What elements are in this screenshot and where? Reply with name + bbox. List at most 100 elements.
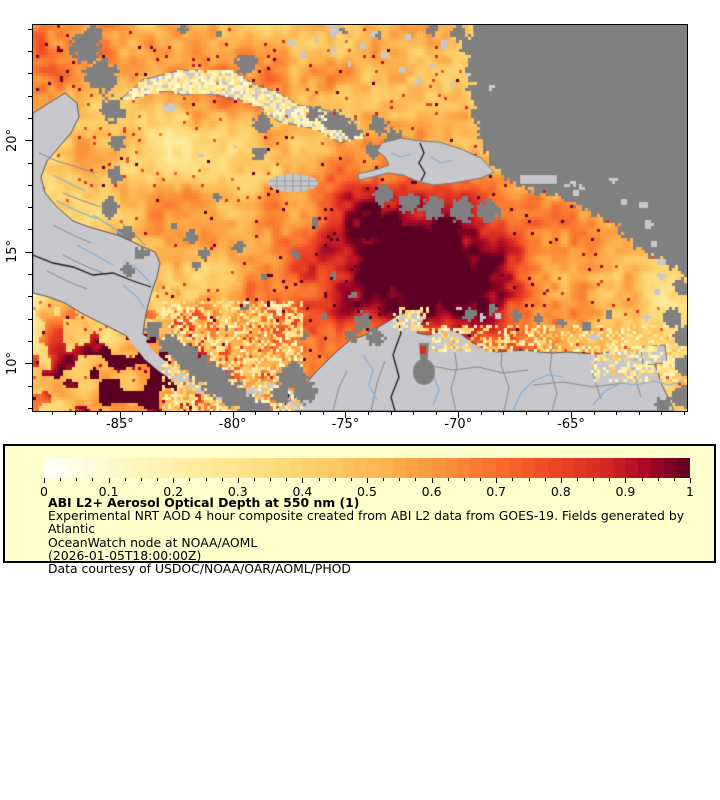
y-axis-tick-label: 10° <box>5 351 21 375</box>
colorbar-major-tick <box>431 478 433 483</box>
x-axis-major-tick <box>232 411 234 418</box>
y-axis-tick-label: 20° <box>5 128 21 152</box>
colorbar-minor-tick <box>253 478 255 481</box>
colorbar-block <box>599 458 613 478</box>
colorbar-tick-label: 0.7 <box>486 484 507 499</box>
colorbar-block <box>405 458 419 478</box>
x-axis-minor-tick <box>277 411 279 415</box>
colorbar-minor-tick <box>544 478 546 481</box>
colorbar-block <box>250 458 264 478</box>
colorbar-minor-tick <box>528 478 530 481</box>
x-axis-minor-tick <box>593 411 595 415</box>
colorbar-block <box>535 458 548 478</box>
legend-description-line1: Experimental NRT AOD 4 hour composite cr… <box>48 508 685 537</box>
colorbar-major-tick <box>690 478 691 483</box>
colorbar-block <box>302 458 316 478</box>
x-axis-minor-tick <box>683 411 685 415</box>
colorbar-block <box>496 458 510 478</box>
y-axis-minor-tick <box>28 407 32 409</box>
colorbar-block <box>134 458 148 478</box>
colorbar-major-tick <box>625 478 627 483</box>
colorbar-block <box>470 458 484 478</box>
aod-map-canvas <box>33 25 687 411</box>
legend-text-block: ABI L2+ Aerosol Optical Depth at 550 nm … <box>48 496 704 575</box>
colorbar-block <box>612 458 626 478</box>
legend-box: 0 0.1 0.2 0.3 0.4 0.5 0.6 0.7 0.8 0.9 1 ABI L2+ Ae… <box>3 444 716 575</box>
colorbar-tick-label: 0 <box>40 484 48 499</box>
colorbar-minor-tick <box>657 478 659 481</box>
colorbar-minor-tick <box>399 478 401 481</box>
y-axis-major-tick <box>25 251 32 253</box>
colorbar-tick-label: 0.6 <box>421 484 442 499</box>
colorbar-block <box>69 458 83 478</box>
y-axis-major-tick <box>25 140 32 142</box>
colorbar-block <box>560 458 574 478</box>
y-axis-minor-tick <box>28 296 32 298</box>
x-axis-minor-tick <box>142 411 144 415</box>
colorbar-minor-tick <box>270 478 272 481</box>
x-axis-major-tick <box>458 411 460 418</box>
y-axis-minor-tick <box>28 207 32 209</box>
colorbar-tick-label: 0.2 <box>163 484 184 499</box>
x-axis-tick-label: -85° <box>105 417 134 432</box>
colorbar-block <box>444 458 458 478</box>
x-axis-minor-tick <box>300 411 302 415</box>
colorbar-major-tick <box>237 478 239 483</box>
colorbar-minor-tick <box>334 478 336 481</box>
x-axis-minor-tick <box>368 411 370 415</box>
colorbar-minor-tick <box>92 478 94 481</box>
x-axis-minor-tick <box>322 411 324 415</box>
colorbar-minor-tick <box>609 478 611 481</box>
map-plot-area <box>32 24 688 412</box>
legend-description-line2: OceanWatch node at NOAA/AOML <box>48 534 258 550</box>
colorbar-tick-label: 0.8 <box>550 484 571 499</box>
x-axis-minor-tick <box>255 411 257 415</box>
colorbar-block <box>186 458 200 478</box>
colorbar-major-tick <box>173 478 175 483</box>
y-axis-minor-tick <box>28 184 32 186</box>
colorbar-block <box>483 458 497 478</box>
x-axis-minor-tick <box>74 411 76 415</box>
x-axis-minor-tick <box>638 411 640 415</box>
colorbar-block <box>509 458 523 478</box>
x-axis-tick-label: -70° <box>444 417 473 432</box>
colorbar-minor-tick <box>286 478 288 481</box>
y-axis-minor-tick <box>28 340 32 342</box>
colorbar-block <box>211 458 225 478</box>
colorbar-block <box>56 458 70 478</box>
colorbar-major-tick <box>560 478 562 483</box>
colorbar-block <box>160 458 174 478</box>
colorbar-tick-label: 0.3 <box>227 484 248 499</box>
y-axis-major-tick <box>25 363 32 365</box>
colorbar-block <box>44 458 57 478</box>
x-axis-major-tick <box>571 411 573 418</box>
colorbar-block <box>354 458 368 478</box>
x-axis-minor-tick <box>413 411 415 415</box>
y-axis-minor-tick <box>28 117 32 119</box>
colorbar-minor-tick <box>76 478 78 481</box>
colorbar-block <box>108 458 122 478</box>
colorbar-block <box>121 458 135 478</box>
colorbar-block <box>173 458 187 478</box>
colorbar-block <box>638 458 652 478</box>
colorbar-minor-tick <box>318 478 320 481</box>
colorbar-major-tick <box>44 478 45 483</box>
x-axis-tick-label: -80° <box>218 417 247 432</box>
x-axis-tick-label: -75° <box>331 417 360 432</box>
colorbar-block <box>573 458 587 478</box>
colorbar-minor-tick <box>221 478 223 481</box>
x-axis-minor-tick <box>661 411 663 415</box>
colorbar-minor-tick <box>383 478 385 481</box>
colorbar-block <box>341 458 355 478</box>
colorbar-block <box>237 458 251 478</box>
colorbar-block <box>367 458 380 478</box>
colorbar-major-tick <box>302 478 304 483</box>
x-axis-minor-tick <box>97 411 99 415</box>
x-axis-minor-tick <box>187 411 189 415</box>
colorbar-minor-tick <box>189 478 191 481</box>
x-axis-minor-tick <box>548 411 550 415</box>
colorbar-tick-label: 1 <box>686 484 694 499</box>
colorbar-block <box>431 458 445 478</box>
y-axis-minor-tick <box>28 73 32 75</box>
colorbar-minor-tick <box>140 478 142 481</box>
